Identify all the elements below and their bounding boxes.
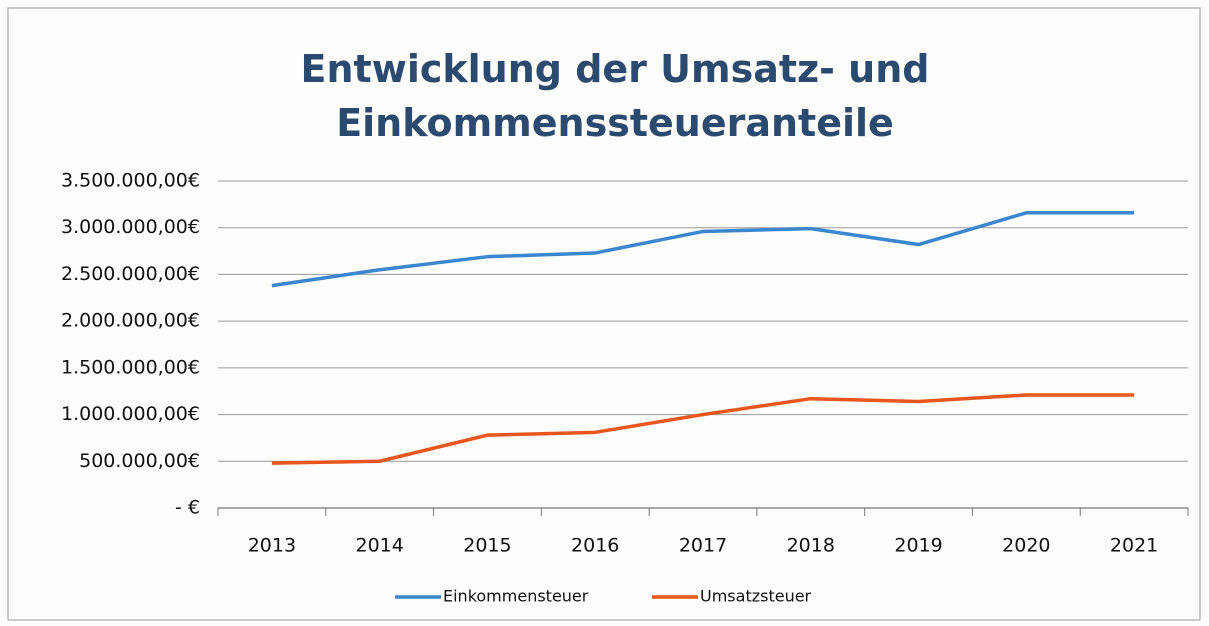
x-tick-label: 2016	[571, 535, 619, 557]
x-tick-label: 2018	[787, 535, 835, 557]
y-tick-label: 1.500.000,00€	[61, 356, 200, 378]
x-tick-label: 2017	[679, 535, 727, 557]
y-tick-label: - €	[175, 497, 200, 519]
y-tick-label: 2.500.000,00€	[61, 263, 200, 285]
y-tick-label: 3.500.000,00€	[61, 170, 200, 192]
x-tick-label: 2019	[894, 535, 942, 557]
chart-title: Entwicklung der Umsatz- und Einkommensst…	[300, 47, 930, 145]
x-tick-label: 2021	[1110, 535, 1158, 557]
y-tick-label: 1.000.000,00€	[61, 403, 200, 425]
legend-label: Einkommensteuer	[443, 587, 589, 606]
chart-border	[7, 7, 1201, 621]
y-tick-label: 500.000,00€	[79, 450, 200, 472]
line-series	[271, 393, 1135, 465]
line-series	[271, 211, 1135, 288]
x-tick-label: 2015	[463, 535, 511, 557]
x-tick-label: 2014	[355, 535, 403, 557]
y-tick-label: 2.000.000,00€	[61, 310, 200, 332]
legend-label: Umsatzsteuer	[700, 587, 812, 606]
x-tick-label: 2013	[248, 535, 296, 557]
y-tick-label: 3.000.000,00€	[61, 216, 200, 238]
x-tick-label: 2020	[1002, 535, 1050, 557]
